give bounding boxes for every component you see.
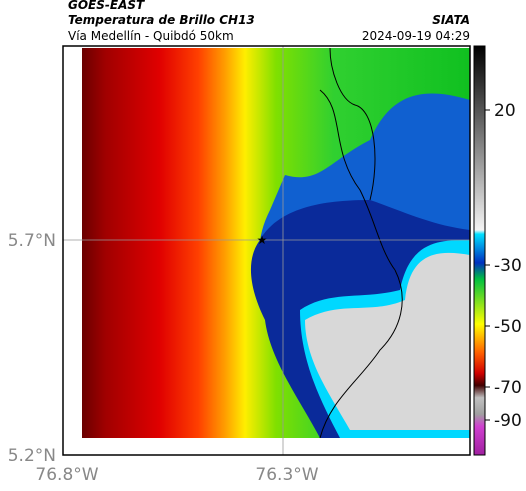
source: SIATA	[432, 13, 470, 27]
colorbar-label: 20	[494, 101, 516, 121]
map-frame	[62, 45, 471, 456]
colorbar-label: -70	[494, 378, 522, 398]
location-marker: ★	[257, 233, 268, 247]
colorbar-label: -50	[494, 317, 522, 337]
title: GOES-EAST	[68, 0, 145, 12]
lon-label: 76.8°W	[35, 465, 98, 485]
lat-label: 5.7°N	[8, 231, 56, 251]
colorbar-label: -90	[494, 411, 522, 431]
lat-label: 5.2°N	[8, 446, 56, 466]
subtitle: Temperatura de Brillo CH13	[68, 13, 255, 27]
timestamp: 2024-09-19 04:29	[362, 29, 470, 43]
colorbar-label: -30	[494, 256, 522, 276]
colorbar	[473, 45, 486, 456]
satellite-image	[82, 48, 470, 438]
region: Vía Medellín - Quibdó 50km	[68, 29, 234, 43]
colorbar-ticks: 20 -30 -50 -70 -90	[485, 101, 522, 431]
lon-label: 76.3°W	[255, 465, 318, 485]
